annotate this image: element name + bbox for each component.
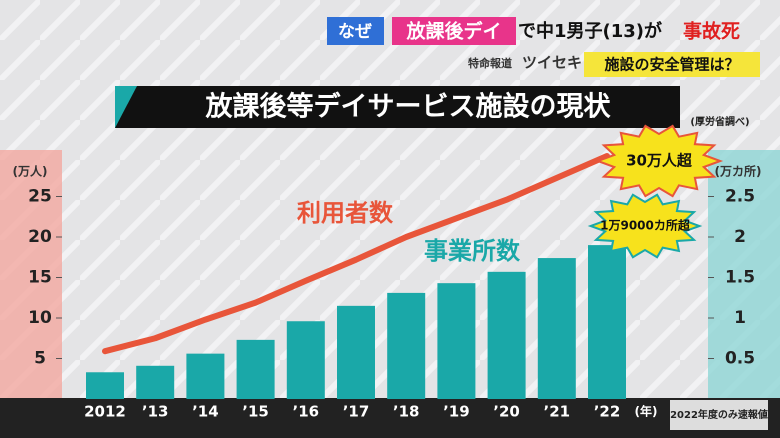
bar [588, 245, 626, 399]
bar [136, 365, 175, 399]
question-box [584, 52, 760, 77]
bar [337, 305, 375, 399]
y2-tick-label: 1 [734, 308, 746, 328]
x-tick-label: ’19 [443, 403, 470, 421]
bar [86, 372, 124, 399]
bar [537, 258, 576, 399]
burst [594, 124, 724, 198]
y-axis-label: (万人) [13, 164, 48, 179]
source: (厚労省調べ) [690, 115, 749, 128]
title-bar [115, 86, 680, 128]
x-tick-label: 2012 [84, 403, 126, 421]
x-axis-band [0, 398, 780, 438]
bar [437, 283, 476, 399]
headline-end: 事故死 [683, 20, 740, 43]
x-tick-label: ’14 [192, 403, 219, 421]
title-accent [115, 86, 137, 128]
annotation: 1万9000カ所超 [600, 218, 691, 233]
line [102, 153, 610, 355]
x-tick-label: ’17 [343, 403, 370, 421]
x-tick-label: ’20 [493, 403, 520, 421]
right-axis-panel [708, 150, 780, 398]
tag: なぜ [338, 22, 372, 42]
y-tick-label: 10 [28, 308, 52, 328]
bar [487, 271, 526, 399]
x-tick-label: ’16 [293, 403, 320, 421]
bar [236, 339, 275, 399]
x-tick-label: ’22 [594, 403, 621, 421]
headline-mid: で中1男子(13)が [518, 20, 662, 42]
question: 施設の安全管理は？ [604, 56, 739, 74]
x-tick-label: ’13 [142, 403, 169, 421]
bar [286, 321, 325, 399]
x-tick-label: ’15 [242, 403, 269, 421]
program-small: 特命報道 [468, 56, 512, 70]
annotation: 30万人超 [626, 152, 693, 170]
legend-bar: 事業所数 [424, 237, 521, 265]
y-tick-label: 15 [28, 268, 52, 288]
bar [387, 292, 426, 399]
chart-title: 放課後等デイサービス施設の現状 [205, 91, 612, 123]
tag-box [327, 17, 384, 45]
y2-tick-label: 1.5 [725, 268, 755, 288]
left-axis-panel [0, 150, 62, 398]
note-box [670, 400, 768, 430]
legend-line: 利用者数 [297, 199, 394, 227]
note: 2022年度のみ速報値 [670, 408, 768, 421]
program: ツイセキ [522, 54, 582, 72]
headline-highlight: 放課後デイ [405, 20, 501, 43]
y2-tick-label: 2 [734, 227, 746, 247]
y2-axis-label: (万カ所) [715, 164, 762, 179]
x-tick-label: ’18 [393, 403, 420, 421]
highlight-box [392, 17, 516, 45]
y2-tick-label: 2.5 [725, 187, 755, 207]
y-tick-label: 25 [28, 187, 52, 207]
x-tick-label: ’21 [544, 403, 571, 421]
x-unit: (年) [635, 404, 658, 419]
y-tick-label: 20 [28, 227, 52, 247]
y2-tick-label: 0.5 [725, 349, 755, 369]
y-tick-label: 5 [34, 349, 46, 369]
bar [186, 353, 225, 399]
burst [587, 193, 703, 259]
